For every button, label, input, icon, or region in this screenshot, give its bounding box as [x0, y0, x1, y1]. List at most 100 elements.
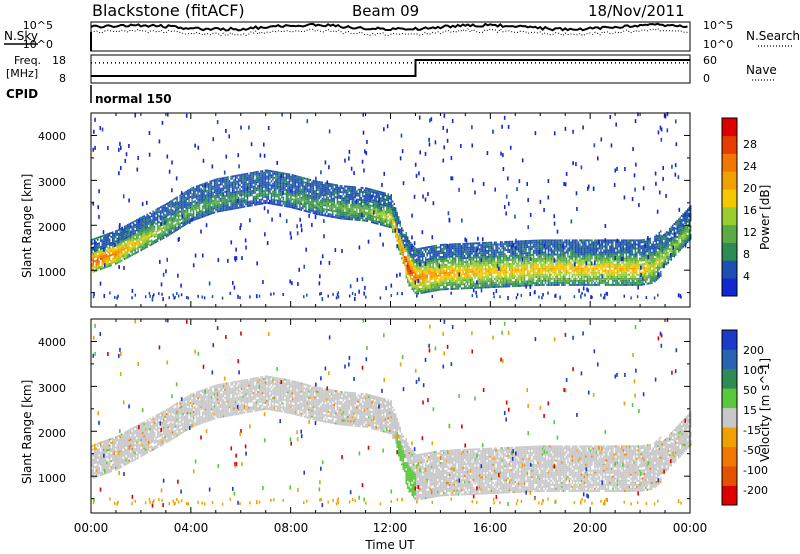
power-cell — [176, 206, 178, 209]
power-cell — [255, 171, 258, 174]
power-cell — [490, 275, 493, 279]
power-cell — [468, 250, 470, 253]
power-cell — [320, 185, 322, 188]
power-cell — [390, 200, 392, 203]
power-cell — [123, 247, 126, 250]
power-cell — [502, 265, 505, 268]
power-cell — [335, 192, 337, 195]
power-cell — [213, 179, 216, 182]
power-cell — [436, 262, 439, 265]
power-cell — [507, 240, 509, 243]
power-cell — [219, 187, 222, 190]
power-cell — [132, 226, 135, 229]
power-cell — [324, 194, 327, 197]
power-cell — [480, 274, 482, 277]
power-cell — [323, 188, 325, 191]
power-cell — [147, 216, 150, 219]
power-cell — [474, 276, 476, 279]
power-cell — [400, 243, 403, 246]
power-cell — [236, 202, 238, 205]
power-cell — [318, 183, 321, 186]
power-cell — [534, 261, 536, 264]
power-cell — [92, 264, 94, 267]
power-cell — [171, 223, 174, 226]
power-cell — [421, 291, 424, 294]
power-cell — [257, 189, 259, 192]
power-cell — [201, 193, 204, 196]
power-cell — [347, 217, 349, 221]
power-cell — [327, 209, 330, 212]
power-cell — [535, 265, 538, 268]
power-cell — [275, 203, 277, 206]
power-cell — [354, 196, 357, 199]
power-cell — [306, 210, 309, 213]
power-cell — [210, 210, 213, 213]
power-cell — [263, 192, 265, 195]
power-cell — [303, 195, 306, 198]
power-cell — [366, 203, 369, 206]
power-cell — [519, 270, 521, 273]
power-cell — [102, 252, 105, 255]
beam-title: Beam 09 — [352, 2, 419, 20]
power-cell — [483, 264, 485, 267]
power-cell — [465, 250, 467, 253]
power-cell — [101, 251, 103, 254]
power-cell — [288, 179, 291, 182]
power-cell — [406, 236, 409, 239]
power-cell — [96, 267, 99, 270]
power-cell — [535, 245, 538, 248]
power-cell — [297, 177, 300, 180]
power-cell — [351, 214, 354, 217]
power-cell — [314, 210, 316, 213]
power-cell — [194, 188, 196, 191]
power-cell — [511, 283, 514, 286]
power-cell — [445, 267, 448, 270]
power-cell — [158, 215, 160, 218]
power-cell — [114, 232, 117, 235]
power-cell — [477, 286, 479, 289]
power-cell — [492, 275, 494, 278]
power-cell — [246, 195, 249, 198]
power-cell — [174, 215, 177, 218]
power-cell — [459, 273, 461, 276]
power-cell — [359, 188, 361, 191]
power-cell — [155, 218, 157, 221]
power-cell — [212, 191, 214, 194]
power-cell — [480, 250, 482, 253]
power-cell — [522, 282, 524, 285]
power-cell — [210, 182, 213, 185]
power-cell — [198, 206, 201, 209]
power-cell — [188, 213, 190, 216]
power-cell — [101, 263, 103, 266]
power-cell — [456, 281, 458, 284]
power-cell — [120, 233, 123, 236]
power-cell — [131, 245, 133, 248]
power-cell — [344, 189, 346, 192]
power-cell — [375, 210, 378, 213]
power-cell — [537, 253, 539, 256]
power-cell — [189, 218, 192, 221]
power-cell — [236, 180, 238, 183]
power-cell — [525, 244, 527, 247]
power-cell — [483, 243, 485, 247]
power-cell — [281, 172, 283, 175]
power-cell — [108, 256, 111, 259]
power-cell — [299, 190, 301, 193]
power-cell — [517, 248, 520, 251]
power-cell — [405, 268, 407, 271]
power-cell — [285, 205, 288, 208]
power-cell — [480, 268, 482, 271]
power-cell — [293, 200, 295, 203]
power-cell — [312, 193, 315, 196]
power-cell — [165, 211, 168, 214]
power-cell — [375, 204, 378, 207]
power-cell — [411, 267, 413, 270]
power-cell — [421, 289, 424, 292]
power-cell — [508, 259, 511, 262]
power-cell — [377, 214, 379, 217]
power-cell — [466, 252, 469, 255]
power-cell — [113, 253, 115, 256]
power-cell — [418, 280, 421, 283]
power-cell — [270, 174, 273, 177]
power-cell — [141, 226, 144, 229]
